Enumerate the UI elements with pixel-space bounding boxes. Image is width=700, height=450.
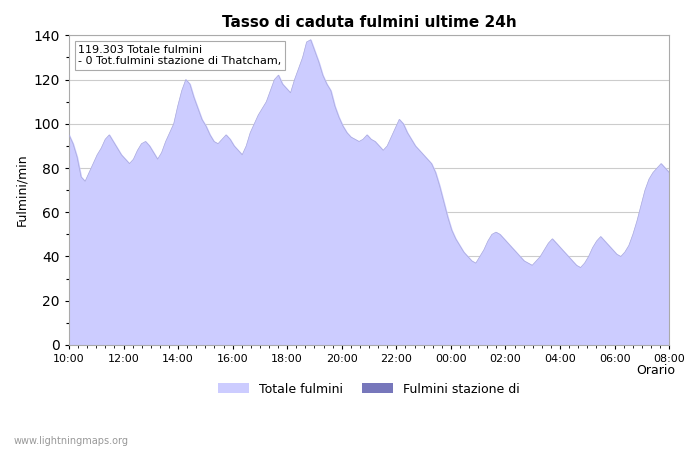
Text: 119.303 Totale fulmini
- 0 Tot.fulmini stazione di Thatcham,: 119.303 Totale fulmini - 0 Tot.fulmini s… [78, 45, 281, 66]
Text: www.lightningmaps.org: www.lightningmaps.org [14, 436, 129, 446]
Y-axis label: Fulmini/min: Fulmini/min [15, 154, 28, 226]
Title: Tasso di caduta fulmini ultime 24h: Tasso di caduta fulmini ultime 24h [222, 15, 517, 30]
Legend: Totale fulmini, Fulmini stazione di: Totale fulmini, Fulmini stazione di [213, 378, 525, 401]
X-axis label: Orario: Orario [636, 364, 675, 377]
